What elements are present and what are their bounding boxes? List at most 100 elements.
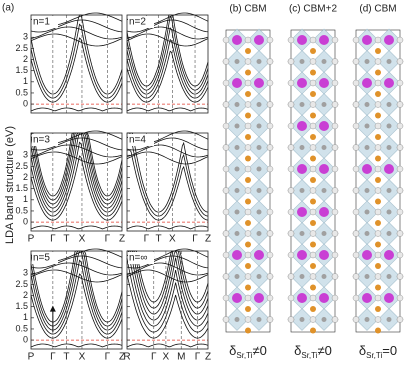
o-atom	[266, 36, 274, 44]
sr-atom	[375, 91, 381, 97]
ti-atom-highlight	[362, 78, 372, 88]
o-atom	[287, 122, 295, 130]
ti-atom	[386, 209, 392, 215]
panel-label: n=4	[129, 135, 146, 146]
o-atom	[287, 144, 295, 151]
band-line	[30, 14, 123, 95]
o-atom	[222, 79, 230, 87]
o-atom	[331, 122, 339, 130]
k-point-label: Γ	[192, 234, 198, 245]
ti-atom	[386, 188, 392, 193]
o-atom	[396, 144, 404, 151]
band-line	[126, 255, 209, 269]
sr-atom	[375, 220, 381, 226]
o-atom	[396, 79, 404, 87]
k-point-label: Z	[205, 234, 211, 245]
sr-atom	[310, 112, 316, 119]
o-atom	[396, 187, 404, 194]
band-line	[126, 33, 209, 47]
ti-atom	[256, 59, 262, 64]
o-atom	[309, 36, 317, 44]
band-line	[30, 19, 123, 33]
ti-atom-highlight	[232, 35, 242, 45]
band-line	[30, 155, 123, 221]
structure-caption: δSr,Ti≠0	[229, 343, 267, 360]
ti-atom-highlight	[254, 293, 264, 303]
k-point-label: Γ	[50, 234, 56, 245]
o-atom	[287, 251, 295, 259]
o-atom	[222, 122, 230, 130]
o-atom	[244, 101, 252, 108]
band-line	[126, 15, 209, 91]
ti-atom	[256, 231, 262, 236]
o-atom	[331, 273, 339, 280]
ti-atom-highlight	[362, 35, 372, 45]
ti-atom	[299, 102, 305, 107]
sr-atom	[245, 134, 251, 140]
ti-atom	[364, 59, 370, 64]
crystal-structure: (c) CBM+2 δSr,Ti≠0	[287, 4, 339, 360]
ti-atom-highlight	[319, 293, 329, 303]
o-atom	[352, 294, 360, 302]
ti-atom-highlight	[297, 164, 307, 174]
caption-relation: ≠0	[318, 343, 332, 358]
k-point-label: T	[63, 234, 69, 245]
ti-atom	[234, 188, 240, 193]
o-atom	[331, 79, 339, 87]
sr-atom	[375, 241, 381, 248]
k-point-label: Z	[205, 352, 211, 363]
o-atom	[396, 208, 404, 216]
o-atom	[266, 251, 274, 259]
o-atom	[374, 101, 382, 108]
ti-atom	[386, 145, 392, 150]
o-atom	[287, 101, 295, 108]
ti-atom-highlight	[319, 121, 329, 131]
ti-atom	[299, 188, 305, 193]
ti-atom	[234, 59, 240, 64]
o-atom	[287, 230, 295, 237]
sr-atom	[375, 155, 381, 162]
k-point-label: X	[79, 352, 86, 363]
o-atom	[309, 144, 317, 151]
ti-atom	[299, 317, 305, 322]
y-tick-label: 2.5	[15, 279, 28, 289]
band-line	[126, 343, 209, 348]
ti-atom-highlight	[232, 293, 242, 303]
band-line	[30, 250, 123, 327]
y-tick-label: 1	[23, 194, 28, 204]
sr-atom	[375, 306, 381, 312]
o-atom	[352, 208, 360, 216]
o-atom	[396, 273, 404, 280]
o-atom	[331, 187, 339, 194]
k-point-label: Γ	[195, 352, 201, 363]
o-atom	[374, 36, 382, 44]
band-line	[30, 343, 123, 348]
o-atom	[331, 101, 339, 108]
band-panel: n=500.511.522.53P Γ T X Γ Z	[15, 248, 125, 363]
caption-relation: =0	[382, 343, 397, 358]
sr-atom	[310, 327, 316, 334]
o-atom	[352, 165, 360, 173]
band-line	[126, 19, 209, 33]
ti-atom	[321, 231, 327, 236]
panel-label: n=3	[33, 135, 50, 146]
ti-atom	[386, 231, 392, 236]
sr-atom	[310, 284, 316, 291]
o-atom	[244, 79, 252, 87]
panel-label: n=5	[33, 253, 50, 264]
ti-atom	[364, 145, 370, 150]
o-atom	[374, 144, 382, 151]
o-atom	[396, 294, 404, 302]
sr-atom	[245, 112, 251, 119]
o-atom	[244, 187, 252, 194]
label-bg	[128, 134, 154, 146]
o-atom	[374, 187, 382, 194]
figure-label: (a)	[2, 3, 14, 14]
o-atom	[352, 144, 360, 151]
ti-atom	[321, 59, 327, 64]
band-line	[30, 132, 123, 209]
band-line	[30, 33, 123, 47]
ti-atom	[386, 274, 392, 279]
sr-atom	[245, 327, 251, 334]
